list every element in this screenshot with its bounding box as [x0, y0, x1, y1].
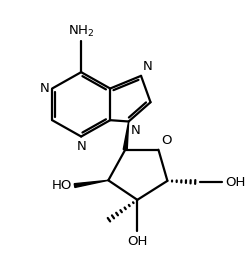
Text: N: N [131, 124, 140, 137]
Text: O: O [161, 134, 172, 147]
Text: OH: OH [225, 176, 245, 189]
Text: N: N [40, 82, 49, 95]
Text: OH: OH [127, 235, 147, 248]
Text: HO: HO [52, 179, 72, 192]
Polygon shape [74, 180, 108, 187]
Text: NH$_2$: NH$_2$ [68, 24, 94, 39]
Polygon shape [123, 122, 129, 150]
Text: N: N [76, 140, 86, 153]
Text: N: N [143, 60, 153, 73]
